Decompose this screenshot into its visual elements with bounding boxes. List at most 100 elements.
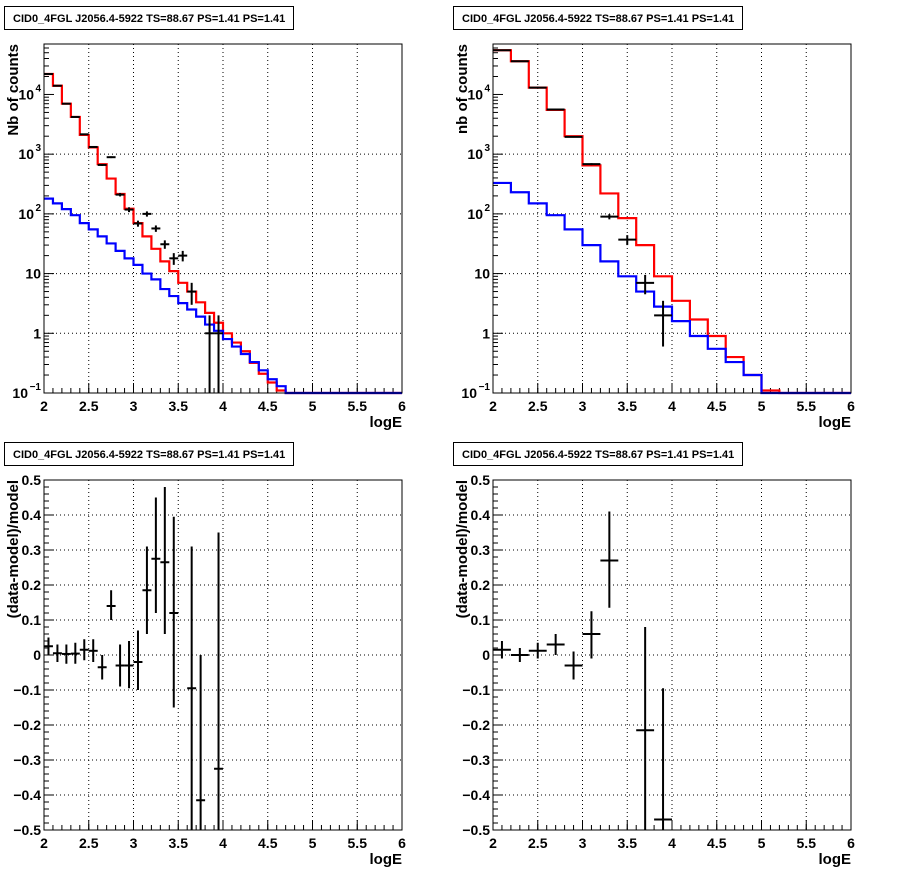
plot-frame — [43, 43, 403, 394]
series-step-1 — [493, 181, 851, 395]
y-tick-label: −0.2 — [462, 717, 490, 733]
y-axis-title: nb of counts — [454, 44, 471, 134]
y-tick-label: 0 — [482, 647, 490, 663]
x-tick-label: 3 — [130, 835, 138, 851]
y-tick-label: −0.5 — [462, 822, 490, 838]
x-tick-label: 5.5 — [348, 398, 368, 414]
y-tick-label: 10 — [18, 146, 34, 162]
data-point — [88, 145, 98, 148]
data-point — [160, 240, 170, 249]
y-tick-label: 1 — [33, 325, 41, 341]
x-tick-label: 3 — [579, 398, 587, 414]
y-tick-label: 10 — [467, 206, 483, 222]
data-point — [205, 315, 215, 393]
x-tick-label: 6 — [398, 398, 406, 414]
data-point — [160, 487, 170, 634]
y-tick-label: 0.5 — [22, 472, 42, 488]
data-point — [528, 86, 547, 89]
y-tick-label: −0.3 — [462, 752, 490, 768]
y-tick-label: 10 — [12, 385, 28, 401]
y-tick-exponent: 2 — [35, 203, 41, 214]
x-tick-label: 2.5 — [528, 835, 548, 851]
data-point — [169, 516, 179, 708]
x-tick-label: 4.5 — [258, 835, 278, 851]
y-tick-label: 0.3 — [471, 542, 491, 558]
data-point — [61, 102, 71, 105]
plot-title-counts-right: CID0_4FGL J2056.4-5922 TS=88.67 PS=1.41 … — [453, 6, 744, 30]
data-point — [88, 639, 98, 662]
y-tick-label: 10 — [25, 266, 41, 282]
x-tick-label: 3 — [579, 835, 587, 851]
plot-frame — [492, 43, 852, 394]
x-tick-label: 5.5 — [348, 835, 368, 851]
y-tick-label: −0.2 — [13, 717, 41, 733]
y-tick-label: 0.4 — [471, 507, 491, 523]
y-tick-label: 0 — [33, 647, 41, 663]
data-point — [124, 207, 134, 213]
x-tick-label: 4.5 — [707, 398, 727, 414]
data-point — [214, 532, 223, 830]
y-tick-label: 10 — [461, 385, 477, 401]
data-point — [70, 115, 80, 118]
x-tick-label: 4 — [668, 398, 676, 414]
data-point — [600, 214, 619, 220]
x-tick-label: 3.5 — [618, 835, 638, 851]
y-tick-exponent: 3 — [35, 143, 41, 154]
y-axis-title: (data-model)/model — [5, 480, 22, 618]
data-point — [546, 108, 565, 111]
data-point — [196, 655, 206, 830]
y-tick-label: 0.5 — [471, 472, 491, 488]
data-point — [97, 655, 107, 680]
y-tick-exponent: 2 — [484, 203, 490, 214]
data-point — [79, 639, 89, 661]
x-axis-title: logE — [370, 851, 403, 868]
x-tick-label: 5 — [309, 398, 317, 414]
y-tick-label: −0.3 — [13, 752, 41, 768]
x-tick-label: 3.5 — [169, 398, 189, 414]
data-point — [61, 644, 71, 664]
data-point — [187, 282, 197, 305]
x-axis-title: logE — [819, 414, 852, 431]
data-point — [528, 642, 547, 659]
x-tick-label: 3.5 — [618, 398, 638, 414]
y-tick-label: 0.1 — [471, 612, 491, 628]
y-tick-label: 10 — [467, 146, 483, 162]
x-tick-label: 3.5 — [169, 835, 189, 851]
x-tick-label: 4.5 — [707, 835, 727, 851]
data-point — [582, 611, 601, 659]
data-point — [106, 590, 116, 620]
data-point — [97, 163, 107, 166]
data-point — [564, 135, 583, 138]
data-point — [44, 637, 53, 655]
x-tick-label: 5.5 — [797, 835, 817, 851]
data-point — [600, 511, 619, 608]
data-point — [133, 630, 143, 690]
series-step-0 — [493, 49, 851, 395]
y-axis-title: (data-model)/model — [454, 480, 471, 618]
x-axis-title: logE — [370, 414, 403, 431]
y-axis-title: Nb of counts — [5, 44, 22, 136]
data-point — [106, 156, 116, 159]
y-tick-label: 0.4 — [22, 507, 42, 523]
data-point — [654, 688, 672, 830]
x-tick-label: 6 — [847, 835, 855, 851]
data-point — [582, 163, 601, 166]
x-tick-label: 2 — [489, 398, 497, 414]
x-tick-label: 2.5 — [528, 398, 548, 414]
x-tick-label: 5 — [758, 398, 766, 414]
x-tick-label: 5 — [309, 835, 317, 851]
y-tick-exponent: −1 — [479, 382, 491, 393]
y-tick-label: 10 — [18, 206, 34, 222]
data-point — [636, 274, 655, 295]
data-point — [493, 641, 511, 659]
x-tick-label: 4 — [668, 835, 676, 851]
x-tick-label: 2 — [40, 835, 48, 851]
y-tick-label: 10 — [467, 86, 483, 102]
y-tick-label: 0.3 — [22, 542, 42, 558]
data-point — [151, 497, 161, 613]
data-point — [187, 546, 197, 830]
x-tick-label: 5 — [758, 835, 766, 851]
plot-panel-3: 2 2.5 3 3.5 4 4.5 5 5.5 6 −0.5 −0.4 −0.3 −0.2 −0.1 0 0.… — [454, 472, 855, 868]
plot-title-residual-left: CID0_4FGL J2056.4-5922 TS=88.67 PS=1.41 … — [4, 442, 295, 466]
